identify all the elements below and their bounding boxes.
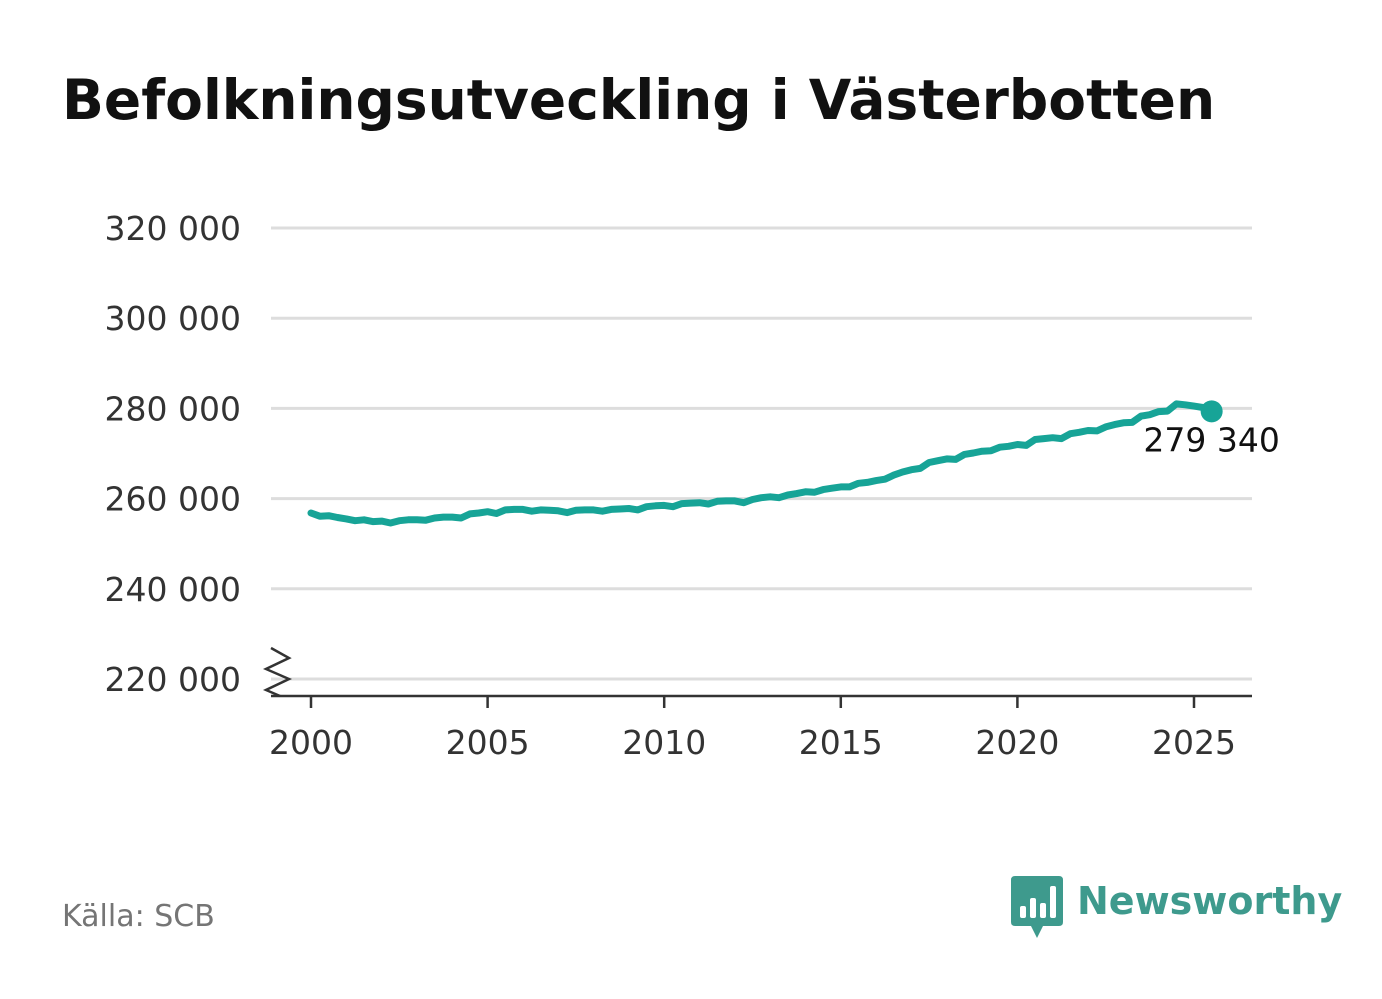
end-value-label: 279 340 — [1143, 420, 1279, 459]
gridlines — [271, 226, 1252, 681]
newsworthy-logo-icon — [1011, 876, 1063, 938]
end-point-dot — [1200, 400, 1223, 423]
y-tick-label: 260 000 — [105, 480, 241, 519]
y-tick-label: 300 000 — [105, 299, 241, 338]
x-tick-label: 2000 — [269, 723, 353, 762]
brand-logo: Newsworthy — [1011, 876, 1342, 942]
axis-break-icon — [262, 646, 293, 698]
x-tick-label: 2025 — [1152, 723, 1236, 762]
x-tick-label: 2010 — [622, 723, 706, 762]
x-axis-ticks: 2000 2005 2010 2015 2020 2025 — [269, 696, 1236, 762]
y-tick-label: 280 000 — [105, 389, 241, 428]
series-line — [307, 400, 1216, 527]
brand-name: Newsworthy — [1077, 879, 1343, 923]
x-tick-label: 2005 — [446, 723, 530, 762]
x-tick-label: 2015 — [799, 723, 883, 762]
y-tick-label: 220 000 — [105, 660, 241, 699]
chart-title: Befolkningsutveckling i Västerbotten — [62, 68, 1216, 132]
y-axis-tick-labels: 220 000 240 000 260 000 280 000 300 000 320 0… — [105, 209, 241, 699]
y-tick-label: 320 000 — [105, 209, 241, 248]
source-note: Källa: SCB — [62, 899, 215, 934]
x-tick-label: 2020 — [975, 723, 1059, 762]
y-tick-label: 240 000 — [105, 570, 241, 609]
